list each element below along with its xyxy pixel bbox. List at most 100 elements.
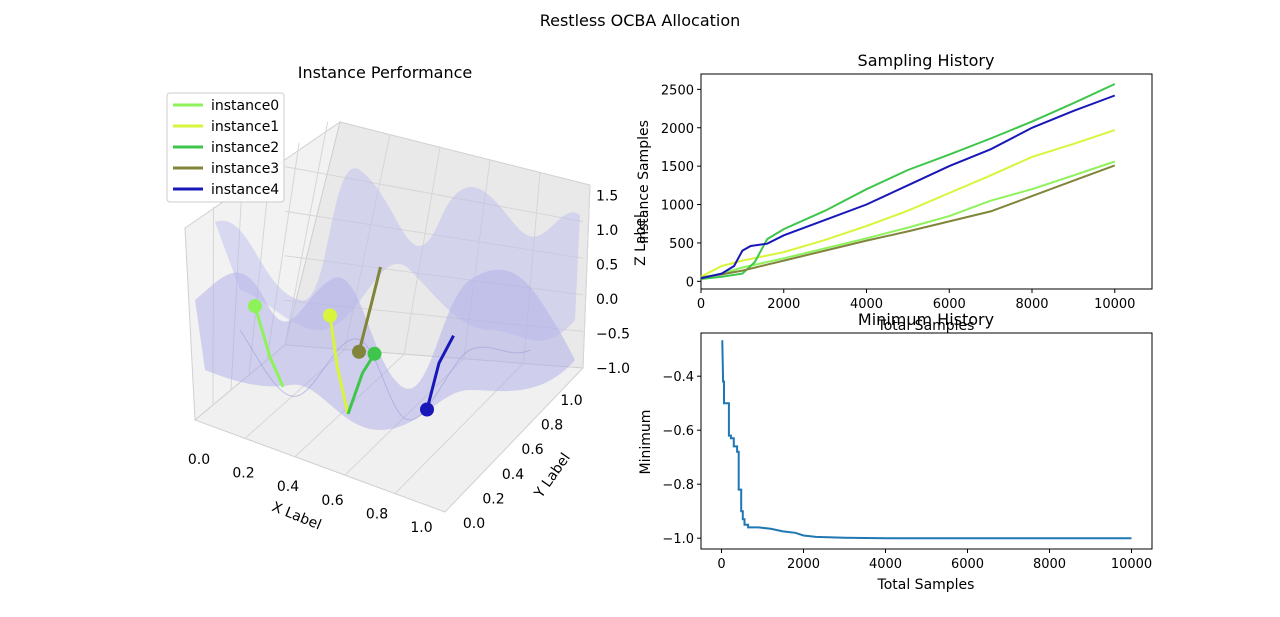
y-tick-label-3d: 1.0 xyxy=(560,393,582,409)
z-axis-label-3d: Z Label xyxy=(633,214,649,266)
trajectory-instance0 xyxy=(253,305,285,388)
sampling-title: Sampling History xyxy=(858,51,995,70)
marker-instance0 xyxy=(248,299,262,314)
minimum-y-tick-label: −0.8 xyxy=(662,478,694,493)
marker-instance2 xyxy=(367,346,382,361)
minimum-y-label: Minimum xyxy=(638,410,654,475)
minimum-y-tick-label: −1.0 xyxy=(662,532,694,547)
minimum-plot-frame xyxy=(700,332,1153,550)
y-tick-label-3d: 0.0 xyxy=(463,516,485,532)
surface-band-mid xyxy=(195,269,575,430)
y-tick-label-3d: 0.2 xyxy=(482,491,504,507)
minimum-line-series xyxy=(721,340,1132,540)
z-tick-label-3d: 0.0 xyxy=(596,292,618,308)
surface-band-back xyxy=(215,168,580,341)
sampling-y-tick-label: 500 xyxy=(669,237,694,252)
x-tick-label-3d: 0.0 xyxy=(188,452,210,468)
minimum-title: Minimum History xyxy=(858,310,994,329)
z-tick-label-3d: 1.0 xyxy=(596,223,618,239)
sampling-line-instance0 xyxy=(700,160,1116,279)
panel-3d-title: Instance Performance xyxy=(298,63,473,82)
legend-label-instance4: instance4 xyxy=(211,182,279,198)
sampling-y-tick-label: 1500 xyxy=(661,160,694,175)
legend-label-instance2: instance2 xyxy=(211,140,279,156)
grid-line xyxy=(230,185,243,391)
grid-line xyxy=(284,121,329,346)
minimum-x-tick-label: 4000 xyxy=(869,557,902,572)
z-tick-label-3d: 1.5 xyxy=(596,189,618,205)
minimum-x-tick-label: 2000 xyxy=(787,557,820,572)
sampling-line-instance2 xyxy=(700,83,1116,280)
sampling-x-tick-label: 8000 xyxy=(1015,297,1048,312)
sampling-x-tick-label: 0 xyxy=(697,297,705,312)
trajectory-instance2 xyxy=(346,353,376,415)
grid-line xyxy=(344,358,465,476)
minimum-x-tick-label: 0 xyxy=(717,557,725,572)
trajectory-instance4 xyxy=(425,334,455,410)
z-tick-label-3d: 0.5 xyxy=(596,258,618,274)
sampling-x-tick-label: 6000 xyxy=(933,297,966,312)
sampling-x-ticks: 0 2000 4000 6000 8000 10000 xyxy=(697,289,1135,312)
y-tick-label-3d: 0.8 xyxy=(541,418,563,434)
sampling-x-tick-label: 10000 xyxy=(1094,297,1135,312)
grid-line xyxy=(582,184,591,369)
sampling-y-tick-label: 2500 xyxy=(661,83,694,98)
grid-line xyxy=(284,210,584,259)
x-axis-label-3d: X Label xyxy=(269,499,323,533)
trajectories xyxy=(248,266,455,417)
grid-line xyxy=(244,349,345,439)
z-tick-label-3d: −0.5 xyxy=(596,327,630,343)
trajectory-instance3 xyxy=(357,266,382,353)
z-tick-label-3d: −1.0 xyxy=(596,361,630,377)
grid-line xyxy=(463,159,491,359)
grid-line xyxy=(284,166,584,223)
x-tick-labels: 0.0 0.2 0.4 0.6 0.8 1.0 xyxy=(188,452,433,536)
legend-label-instance3: instance3 xyxy=(211,161,279,177)
marker-instance4 xyxy=(420,402,434,417)
sampling-x-tick-label: 4000 xyxy=(850,297,883,312)
y-tick-label-3d: 0.4 xyxy=(502,467,524,483)
panel-sampling: Sampling History 0 2000 4000 6000 8000 10000 … xyxy=(636,51,1153,334)
grid-line xyxy=(444,367,584,513)
grid-line xyxy=(403,147,441,355)
x-tick-label-3d: 0.6 xyxy=(321,493,343,509)
surface-band-front xyxy=(239,329,531,421)
sampling-series xyxy=(700,83,1116,280)
sampling-line-instance1 xyxy=(700,129,1116,278)
grid-line xyxy=(522,172,541,364)
legend-frame xyxy=(166,92,285,203)
trajectory-instance1 xyxy=(328,315,350,415)
grid-line xyxy=(284,299,584,332)
legend: instance0 instance1 instance2 instance3 inst… xyxy=(166,92,285,203)
grid-line xyxy=(394,363,524,494)
grid-line xyxy=(212,206,215,406)
sampling-x-tick-label: 2000 xyxy=(767,297,800,312)
sampling-plot-frame xyxy=(700,73,1153,290)
z-tick-labels: −1.0 −0.5 0.0 0.5 1.0 1.5 xyxy=(596,189,630,378)
minimum-y-tick-label: −0.6 xyxy=(662,424,694,439)
minimum-series xyxy=(721,340,1132,540)
panel-minimum: 0 2000 4000 6000 8000 10000 −1.0−0.8−0.6−0.4 … xyxy=(638,310,1153,593)
grid-line xyxy=(284,255,584,296)
y-tick-labels: 0.0 0.2 0.4 0.6 0.8 1.0 xyxy=(463,393,583,532)
x-tick-label-3d: 0.2 xyxy=(232,466,254,482)
legend-label-instance0: instance0 xyxy=(211,98,279,114)
sampling-x-label: Total Samples xyxy=(877,318,975,334)
minimum-x-ticks: 0 2000 4000 6000 8000 10000 xyxy=(717,549,1152,572)
x-tick-label-3d: 1.0 xyxy=(410,520,432,536)
x-tick-label-3d: 0.8 xyxy=(366,506,388,522)
sampling-y-ticks: 0 500 1000 1500 2000 2500 xyxy=(661,83,701,290)
sampling-line-instance4 xyxy=(700,94,1116,280)
x-tick-label-3d: 0.4 xyxy=(277,479,299,495)
minimum-x-label: Total Samples xyxy=(877,577,975,593)
minimum-x-tick-label: 6000 xyxy=(951,557,984,572)
grid-line xyxy=(344,134,391,350)
sampling-line-instance3 xyxy=(700,164,1116,279)
surface xyxy=(195,168,580,430)
panel-3d: Instance Performance 0.00.20.40.60.81.0 … xyxy=(166,63,649,536)
minimum-y-ticks: −1.0 −0.8 −0.6 −0.4 xyxy=(662,370,701,547)
sampling-y-tick-label: 0 xyxy=(686,275,694,290)
sampling-y-label: Instance Samples xyxy=(636,120,652,244)
grid-line xyxy=(266,143,300,361)
